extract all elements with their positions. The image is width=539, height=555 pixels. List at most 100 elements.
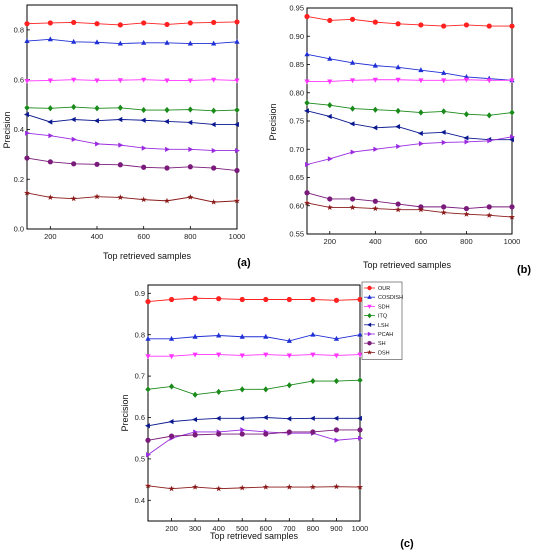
- panel-b-series-dsh: [304, 199, 515, 220]
- data-point-our: [310, 296, 316, 303]
- data-point-sh: [509, 204, 515, 210]
- data-point-sh: [372, 198, 378, 204]
- panel-b-x-tick-label: 400: [369, 237, 382, 246]
- data-point-sh: [164, 165, 170, 171]
- panel-b-series-pcah: [305, 134, 515, 168]
- series-line-dsh: [147, 485, 361, 490]
- data-point-pcah: [418, 141, 424, 147]
- data-point-pcah: [510, 134, 515, 140]
- data-point-lsh: [309, 415, 315, 421]
- data-point-sdh: [192, 352, 198, 358]
- data-point-lsh: [417, 130, 423, 137]
- data-point-lsh: [168, 419, 174, 425]
- data-point-our: [164, 21, 170, 28]
- series-line-itq: [147, 379, 361, 396]
- data-point-sdh: [234, 78, 240, 84]
- data-point-our: [216, 296, 222, 302]
- data-point-dsh: [210, 199, 217, 205]
- data-point-itq: [168, 383, 175, 390]
- data-point-sdh: [141, 77, 147, 83]
- panel-a-series-sh: [24, 155, 240, 174]
- legend-marker-dsh: [366, 349, 373, 355]
- data-point-lsh: [395, 124, 401, 130]
- panel-c-xlabel: Top retrieved samples: [210, 531, 299, 541]
- data-point-cosdish: [349, 59, 356, 65]
- data-point-sh: [234, 167, 240, 174]
- data-point-sh: [357, 427, 363, 433]
- series-line-our: [306, 16, 512, 27]
- data-point-sh: [286, 429, 292, 435]
- data-point-cosdish: [145, 335, 151, 341]
- series-line-lsh: [306, 110, 512, 141]
- series-line-dsh: [306, 202, 513, 218]
- data-point-sh: [304, 190, 310, 196]
- data-point-itq: [24, 104, 30, 111]
- data-point-cosdish: [234, 38, 240, 44]
- series-line-sh: [147, 429, 360, 441]
- panel-c-series-pcah: [146, 427, 363, 458]
- legend-box: [361, 281, 403, 360]
- legend-label-pcah: PCAH: [378, 332, 393, 338]
- data-point-pcah: [188, 146, 194, 152]
- panel-b-series-cosdish: [304, 51, 515, 83]
- data-point-cosdish: [94, 39, 100, 45]
- panel-c-x-tick-label: 700: [283, 524, 296, 533]
- data-point-pcah: [95, 141, 100, 147]
- data-point-dsh: [234, 197, 240, 204]
- panel-b-y-tick-label: 0.95: [289, 4, 304, 13]
- series-line-dsh: [26, 192, 238, 203]
- data-point-itq: [463, 111, 470, 118]
- data-point-cosdish: [164, 39, 170, 45]
- panel-a-x-tick-label: 400: [91, 232, 104, 241]
- data-point-cosdish: [239, 333, 245, 339]
- panel-a-series-lsh: [24, 111, 239, 128]
- series-line-sdh: [307, 79, 512, 82]
- data-point-sh: [141, 164, 147, 170]
- data-point-our: [239, 296, 245, 303]
- panel-c-legend: OUR COSDISH SDH ITQ LSH PCAH SH DSH: [361, 281, 403, 360]
- data-point-itq: [333, 377, 340, 385]
- legend-marker-sdh: [367, 304, 372, 309]
- panel-c-x-tick-label: 1000: [352, 524, 369, 533]
- panel-b-label: (b): [517, 264, 531, 276]
- data-point-our: [486, 23, 492, 29]
- series-line-lsh: [147, 417, 360, 427]
- data-point-itq: [141, 106, 147, 114]
- series-line-our: [147, 297, 361, 303]
- panel-c-series-sdh: [145, 352, 363, 360]
- data-point-our: [349, 16, 356, 22]
- data-point-cosdish: [357, 331, 363, 337]
- data-point-itq: [239, 386, 245, 393]
- panel-a-x-tick-label: 200: [44, 232, 57, 241]
- data-point-dsh: [326, 204, 333, 210]
- panel-a-y-tick-label: 0.8: [14, 25, 24, 34]
- data-point-our: [263, 296, 269, 303]
- data-point-our: [168, 296, 175, 303]
- data-point-lsh: [440, 129, 446, 135]
- data-point-dsh: [286, 483, 293, 490]
- data-point-itq: [94, 105, 100, 112]
- data-point-itq: [47, 105, 53, 112]
- data-point-itq: [234, 106, 240, 114]
- data-point-itq: [211, 107, 217, 114]
- data-point-cosdish: [395, 64, 401, 70]
- data-point-sdh: [486, 78, 492, 84]
- data-point-dsh: [309, 483, 316, 490]
- data-point-sh: [239, 431, 245, 437]
- panel-c-y-tick-label: 0.9: [135, 289, 145, 298]
- panel-c-x-tick-label: 300: [189, 524, 202, 533]
- data-point-itq: [327, 102, 333, 109]
- data-point-sdh: [357, 352, 363, 358]
- data-point-cosdish: [192, 333, 198, 339]
- legend-label-cosdish: COSDISH: [378, 295, 403, 301]
- data-point-sdh: [372, 77, 378, 83]
- series-line-lsh: [26, 114, 237, 125]
- data-point-dsh: [70, 195, 77, 202]
- data-point-sdh: [395, 77, 401, 83]
- data-point-sh: [47, 159, 53, 165]
- data-point-sh: [310, 429, 316, 435]
- data-point-itq: [145, 386, 151, 393]
- data-point-dsh: [349, 204, 356, 210]
- data-point-our: [463, 22, 470, 28]
